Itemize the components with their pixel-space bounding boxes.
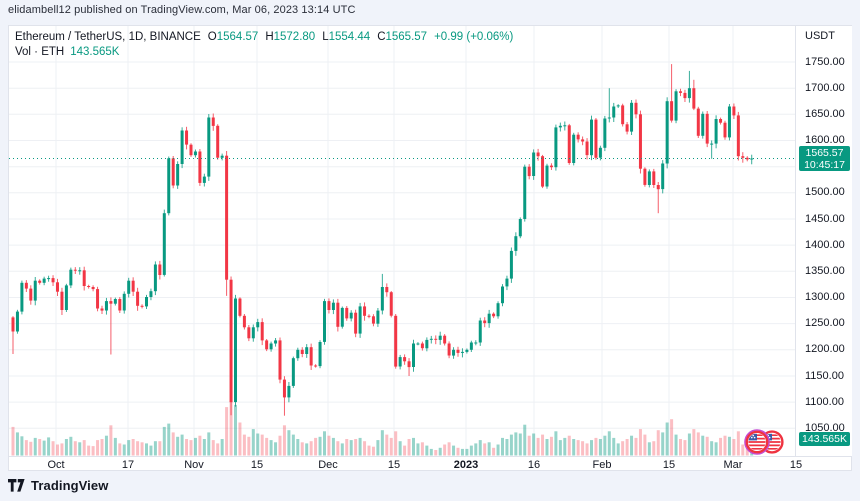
price-axis-label: 1200.00 [805,343,845,356]
high-value: 1572.80 [273,31,316,43]
flag-stickers[interactable] [744,429,788,455]
price-axis-label: 1050.00 [805,421,845,434]
price-axis-label: 1250.00 [805,317,845,330]
price-axis-label: 1350.00 [805,264,845,277]
close-value: 1565.57 [385,31,428,43]
time-axis-label: Oct [47,459,65,471]
chart-frame: Ethereum / TetherUS, 1D, BINANCE O1564.57… [8,25,852,471]
time-axis-label: 15 [662,459,676,471]
low-label: L1554.44 [322,31,371,43]
price-axis[interactable]: USDT 1750.001700.001650.001600.001550.00… [795,26,852,456]
close-label: C1565.57 [377,31,428,43]
change-value: +0.99 (+0.06%) [434,31,514,43]
price-axis-label: 1700.00 [805,81,845,94]
volume-indicator-value: 143.565K [70,46,120,58]
time-axis-label: 16 [527,459,541,471]
open-value: 1564.57 [216,31,259,43]
price-axis-label: 1100.00 [805,395,844,408]
price-axis-label: 1750.00 [805,55,845,68]
time-axis-label: 15 [387,459,401,471]
tradingview-branding[interactable]: TradingView [8,478,108,493]
time-axis-label: 15 [789,459,803,471]
time-axis-label: Dec [318,459,338,471]
time-axis-label: Nov [184,459,204,471]
price-axis-label: 1650.00 [805,107,845,120]
time-axis-label: Feb [592,459,612,471]
last-price-badge: 1565.57 10:45:17 [799,146,850,171]
bar-countdown: 10:45:17 [804,159,845,171]
time-axis-label: Mar [723,459,743,471]
symbol-title[interactable]: Ethereum / TetherUS, 1D, BINANCE [15,31,201,43]
time-axis-label: 17 [121,459,135,471]
low-value: 1554.44 [328,31,371,43]
price-axis-label: 1450.00 [805,212,845,225]
price-axis-unit: USDT [805,30,835,42]
candlestick-chart[interactable] [9,26,795,456]
tradingview-logo-icon [8,479,25,492]
price-axis-label: 1600.00 [805,134,845,146]
legend-row-symbol: Ethereum / TetherUS, 1D, BINANCE O1564.57… [15,30,513,45]
us-flag-sticker-left[interactable] [744,429,770,455]
chart-legend: Ethereum / TetherUS, 1D, BINANCE O1564.57… [15,30,513,60]
volume-indicator-label[interactable]: Vol · ETH [15,46,65,58]
price-axis-label: 1150.00 [805,369,844,382]
candle-bodies [11,88,754,403]
last-price-value: 1565.57 [805,147,844,159]
grid-lines [9,26,795,456]
volume-bars [11,400,754,456]
legend-row-volume: Vol · ETH 143.565K [15,45,513,60]
time-axis-label: 2023 [453,459,479,471]
price-chart-pane[interactable] [9,26,795,456]
volume-badge: 143.565K [799,432,850,446]
tradingview-logo-text: TradingView [31,478,109,493]
high-label: H1572.80 [265,31,316,43]
time-axis-label: 15 [250,459,264,471]
snapshot-watermark: elidambell12 published on TradingView.co… [8,4,356,16]
open-label: O1564.57 [207,31,259,43]
price-axis-label: 1400.00 [805,238,845,251]
price-axis-label: 1300.00 [805,291,845,303]
time-axis[interactable]: Oct 17 Nov 15 Dec 15 2023 16 Feb 15 Mar 15 [9,456,851,471]
price-axis-label: 1500.00 [805,186,845,199]
